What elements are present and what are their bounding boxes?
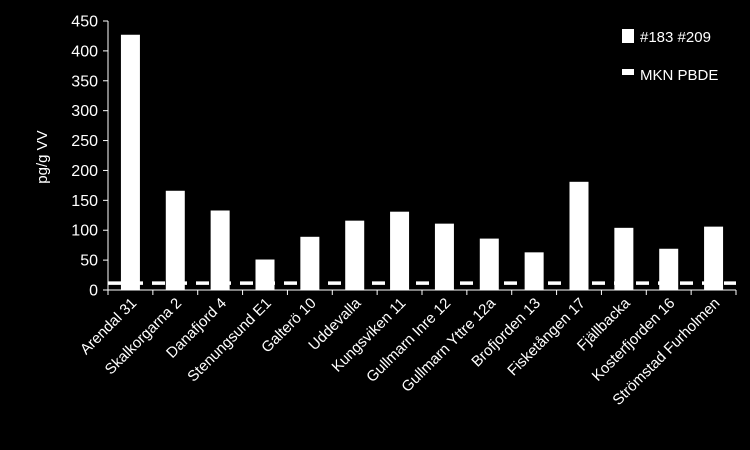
bar xyxy=(210,210,230,290)
legend-swatch-series xyxy=(622,29,634,43)
bar xyxy=(704,226,724,290)
y-tick-label: 100 xyxy=(71,223,98,240)
legend-label-reference: MKN PBDE xyxy=(640,67,718,84)
bar xyxy=(390,211,410,290)
y-tick-label: 450 xyxy=(71,14,98,31)
y-axis: 0 50 100 150 200 250 300 350 400 450 xyxy=(71,14,108,300)
bar xyxy=(255,259,275,290)
y-tick-label: 200 xyxy=(71,163,98,180)
y-tick-label: 50 xyxy=(80,253,98,270)
legend-label-series: #183 #209 xyxy=(640,29,711,46)
bar xyxy=(659,248,679,290)
y-tick-label: 0 xyxy=(89,283,98,300)
legend: #183 #209 MKN PBDE xyxy=(622,29,718,84)
bar xyxy=(479,238,499,290)
y-tick-label: 350 xyxy=(71,73,98,90)
bar xyxy=(345,220,365,290)
y-axis-title: pg/g VV xyxy=(34,130,51,183)
bar xyxy=(120,34,140,291)
legend-swatch-reference xyxy=(622,69,634,75)
y-tick-label: 400 xyxy=(71,43,98,60)
bar xyxy=(165,190,185,290)
y-tick-label: 250 xyxy=(71,133,98,150)
bar xyxy=(614,227,634,290)
bar xyxy=(434,223,454,290)
bar xyxy=(569,181,589,290)
y-tick-label: 300 xyxy=(71,103,98,120)
y-tick-label: 150 xyxy=(71,193,98,210)
bar-series xyxy=(120,34,724,291)
bar xyxy=(300,236,320,290)
bar xyxy=(524,252,544,290)
